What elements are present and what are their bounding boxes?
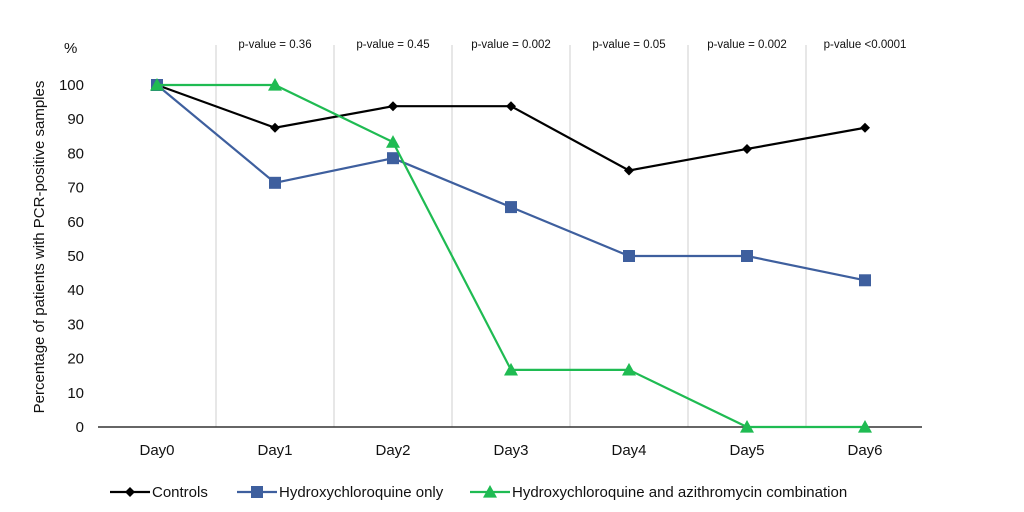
- data-point: [268, 78, 282, 91]
- data-point: [504, 362, 518, 376]
- data-point: [742, 143, 752, 154]
- y-tick-label: 50: [67, 248, 84, 265]
- x-tick-label: Day6: [847, 442, 882, 459]
- p-value-label: p-value = 0.45: [356, 39, 429, 51]
- x-tick-label: Day3: [493, 442, 528, 459]
- p-value-label: p-value <0.0001: [824, 39, 907, 51]
- data-point: [624, 165, 634, 176]
- y-axis-label: Percentage of patients with PCR-positive…: [31, 81, 48, 414]
- p-value-label: p-value = 0.05: [592, 39, 665, 51]
- y-tick-label: 70: [67, 180, 84, 197]
- series-line: [156, 84, 866, 282]
- x-tick-labels: Day0 Day1 Day2 Day3 Day4 Day5 Day6: [139, 442, 882, 459]
- data-point: [505, 201, 517, 214]
- data-point: [623, 250, 635, 262]
- data-point: [386, 135, 400, 148]
- data-point: [251, 486, 263, 498]
- vertical-gridlines: [215, 45, 807, 427]
- x-tick-label: Day1: [257, 442, 292, 459]
- data-point: [125, 487, 135, 497]
- legend: Controls Hydroxychloroquine only Hydroxych…: [110, 484, 847, 501]
- legend-label: Hydroxychloroquine only: [279, 484, 444, 501]
- legend-label: Hydroxychloroquine and azithromycin comb…: [512, 484, 847, 501]
- x-tick-label: Day5: [729, 442, 764, 459]
- y-tick-label: 20: [67, 351, 84, 368]
- data-point: [388, 101, 398, 112]
- legend-label: Controls: [152, 484, 208, 501]
- data-point: [859, 274, 871, 287]
- data-point: [387, 152, 399, 165]
- p-value-label: p-value = 0.002: [471, 39, 551, 51]
- data-point: [622, 362, 636, 376]
- p-value-label: p-value = 0.002: [707, 39, 787, 51]
- series-group: [150, 78, 872, 433]
- x-tick-label: Day4: [611, 442, 646, 459]
- data-point: [483, 485, 497, 498]
- data-point: [741, 250, 753, 262]
- series-line: [157, 83, 865, 429]
- series-line: [156, 83, 866, 172]
- x-tick-label: Day2: [375, 442, 410, 459]
- y-axis-unit: %: [64, 40, 77, 57]
- p-value-label: p-value = 0.36: [238, 39, 311, 51]
- data-point: [860, 122, 870, 133]
- p-value-labels: p-value = 0.36 p-value = 0.45 p-value = 0.…: [238, 39, 906, 51]
- y-tick-label: 60: [67, 214, 84, 231]
- y-tick-label: 0: [76, 419, 84, 436]
- y-tick-label: 10: [67, 385, 84, 402]
- data-point: [506, 101, 516, 112]
- y-tick-label: 80: [67, 145, 84, 162]
- data-point: [270, 122, 280, 133]
- y-tick-label: 100: [59, 77, 84, 94]
- data-point: [740, 420, 754, 433]
- y-tick-label: 90: [67, 111, 84, 128]
- data-point: [150, 78, 164, 91]
- x-tick-label: Day0: [139, 442, 174, 459]
- data-point: [269, 176, 281, 189]
- y-tick-labels: 0 10 20 30 40 50 60 70 80 90 100: [59, 77, 84, 436]
- y-tick-label: 40: [67, 282, 84, 299]
- data-point: [858, 420, 872, 433]
- y-tick-label: 30: [67, 316, 84, 333]
